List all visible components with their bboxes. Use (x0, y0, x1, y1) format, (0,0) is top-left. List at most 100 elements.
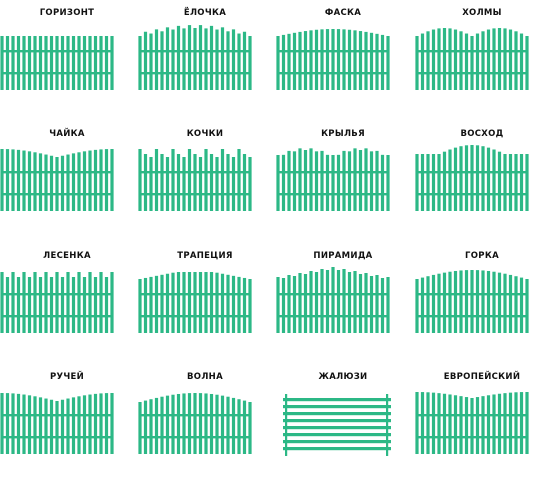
picket (176, 272, 181, 333)
picket (309, 271, 313, 333)
picket (215, 157, 219, 211)
picket (165, 27, 170, 90)
picket (0, 393, 4, 454)
picket (325, 29, 330, 90)
picket (38, 277, 43, 333)
picket (475, 145, 480, 211)
picket (209, 393, 214, 454)
picket (22, 150, 26, 211)
fence-label: ЖАЛЮЗИ (318, 372, 368, 382)
picket (481, 146, 485, 211)
picket (198, 25, 203, 91)
picket (342, 269, 346, 333)
picket (209, 154, 214, 211)
picket (149, 276, 153, 333)
horizontal-board (283, 433, 391, 437)
picket (242, 400, 247, 454)
picket (375, 150, 379, 211)
fence-label: КОЧКИ (186, 129, 224, 139)
picket (503, 393, 507, 454)
picket (16, 36, 21, 90)
horizontal-board (283, 419, 391, 423)
picket (215, 272, 219, 333)
fence-card-gorizont: ГОРИЗОНТ (0, 0, 134, 115)
picket (481, 270, 485, 333)
picket (193, 272, 197, 333)
fence-card-volna: ВОЛНА (138, 364, 272, 479)
picket (314, 151, 319, 211)
picket (420, 392, 425, 454)
picket (204, 272, 208, 333)
picket (138, 149, 142, 211)
picket (77, 36, 81, 90)
fence-illustration (415, 392, 529, 454)
picket (187, 149, 192, 211)
picket (149, 399, 153, 454)
picket (437, 28, 441, 90)
picket (303, 31, 308, 90)
fence-label: ПИРАМИДА (313, 251, 373, 261)
picket (88, 36, 92, 90)
fence-illustration (0, 36, 114, 90)
picket (453, 395, 458, 454)
fence-card-gorka: ГОРКА (415, 243, 538, 358)
picket (442, 272, 447, 333)
picket (336, 154, 341, 211)
picket (364, 148, 368, 211)
fence-illustration (283, 394, 391, 456)
picket (231, 29, 236, 90)
picket (369, 151, 374, 211)
picket (44, 154, 48, 211)
picket (453, 29, 458, 91)
fence-illustration (276, 29, 390, 90)
picket (420, 277, 425, 333)
picket (292, 151, 297, 211)
picket (497, 272, 502, 333)
picket (470, 145, 474, 211)
picket (27, 151, 32, 211)
picket (386, 36, 390, 90)
picket (281, 154, 286, 211)
picket (0, 272, 4, 333)
picket (459, 270, 463, 333)
picket (93, 36, 98, 90)
picket (215, 29, 219, 91)
picket (442, 393, 447, 454)
picket (11, 149, 15, 211)
picket (475, 33, 480, 90)
picket (143, 31, 148, 90)
picket (470, 270, 474, 333)
picket (82, 395, 87, 454)
picket (497, 393, 502, 454)
picket (503, 273, 507, 333)
picket (276, 36, 280, 90)
picket (459, 396, 463, 454)
picket (44, 398, 48, 454)
fence-card-kochki: КОЧКИ (138, 121, 272, 236)
picket (55, 36, 59, 90)
fence-label: ЛЕСЕНКА (43, 251, 91, 261)
picket (525, 392, 529, 454)
picket (508, 154, 513, 211)
picket (5, 393, 10, 454)
picket (165, 273, 170, 333)
picket (375, 33, 379, 90)
picket (5, 277, 10, 333)
picket (237, 399, 241, 454)
picket (66, 398, 70, 454)
picket (16, 149, 21, 211)
picket (143, 277, 148, 333)
picket (364, 273, 368, 333)
picket (303, 150, 308, 211)
picket (342, 29, 346, 90)
picket (415, 392, 419, 454)
fence-label: ХОЛМЫ (462, 8, 502, 18)
horizontal-board (283, 447, 391, 451)
horizontal-board (283, 426, 391, 430)
picket (198, 272, 203, 333)
picket (38, 153, 43, 211)
picket (38, 36, 43, 90)
picket (226, 154, 230, 211)
picket (138, 36, 142, 90)
picket (358, 31, 363, 90)
